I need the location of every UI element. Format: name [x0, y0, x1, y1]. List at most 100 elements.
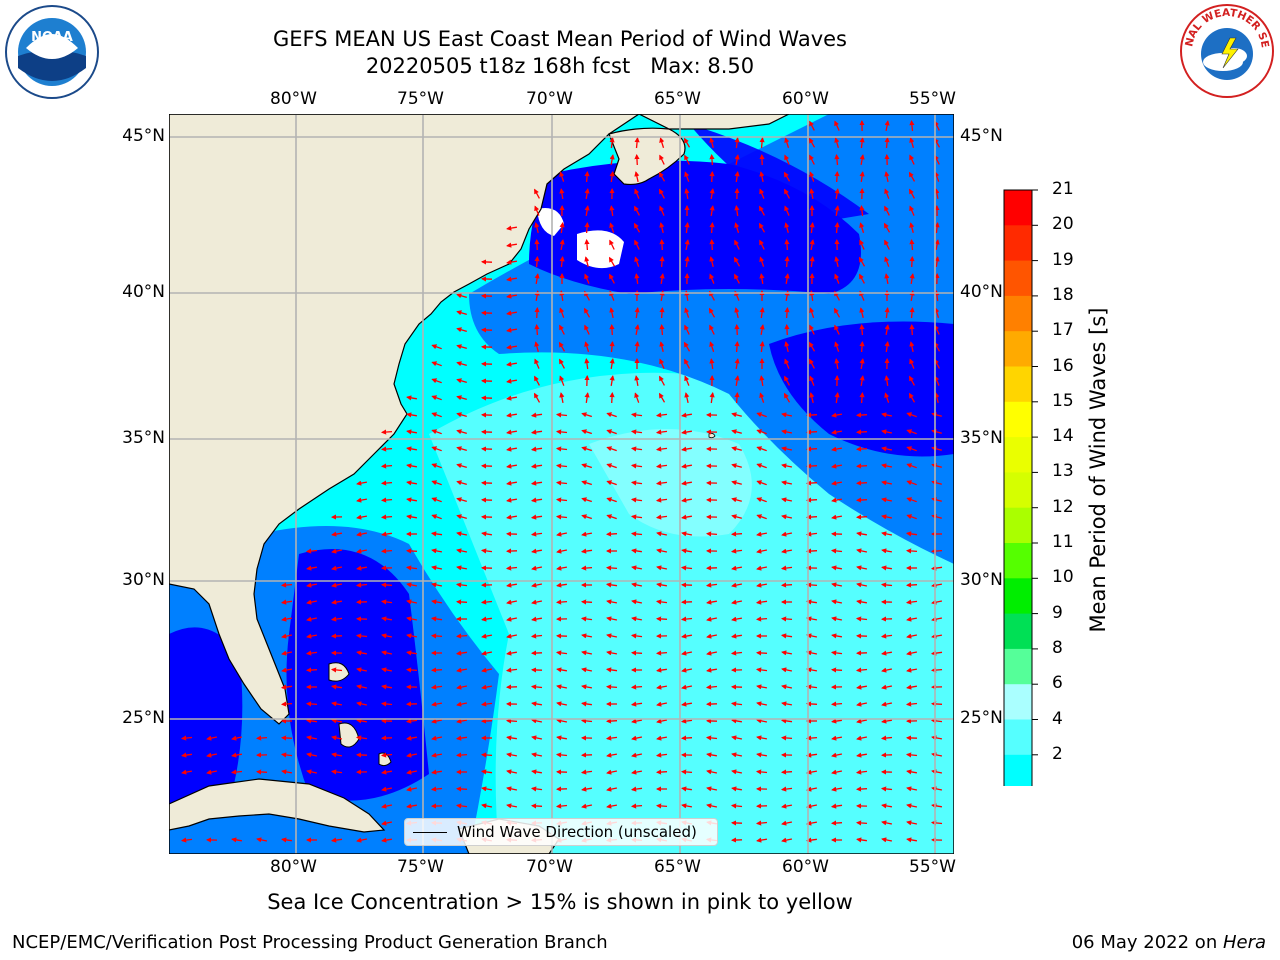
direction-arrow [734, 136, 740, 149]
direction-arrow [880, 735, 893, 741]
direction-arrow [881, 497, 893, 503]
direction-arrow [884, 324, 890, 336]
direction-arrow [231, 837, 243, 843]
direction-arrow [883, 222, 891, 233]
direction-arrow [934, 392, 940, 404]
direction-arrow [581, 684, 593, 690]
direction-arrow [755, 599, 768, 605]
direction-arrow [280, 599, 293, 605]
direction-arrow [281, 837, 292, 843]
direction-arrow [406, 786, 418, 792]
direction-arrow [684, 171, 690, 182]
direction-arrow [380, 446, 393, 452]
direction-arrow [659, 358, 665, 369]
direction-arrow [684, 255, 690, 268]
direction-arrow [884, 136, 890, 149]
direction-arrow [381, 803, 393, 809]
direction-arrow [555, 446, 568, 452]
direction-arrow [506, 242, 518, 248]
direction-arrow [406, 752, 418, 758]
direction-arrow [630, 803, 643, 809]
direction-arrow [506, 463, 518, 469]
direction-arrow [609, 222, 615, 233]
direction-arrow [456, 412, 467, 418]
direction-arrow [581, 446, 592, 452]
direction-arrow [534, 255, 540, 268]
direction-arrow [559, 324, 565, 335]
direction-arrow [709, 137, 715, 148]
direction-arrow [655, 599, 668, 605]
direction-arrow [859, 358, 865, 370]
colorbar-tick-label: 14 [1052, 426, 1074, 447]
noaa-logo-text: NOAA [31, 30, 73, 45]
direction-arrow [584, 170, 590, 183]
direction-arrow [681, 429, 693, 435]
direction-arrow [784, 273, 790, 285]
direction-arrow [506, 378, 518, 384]
lon-label-top: 70°W [526, 89, 573, 109]
direction-arrow [855, 463, 868, 469]
direction-arrow [456, 565, 468, 571]
direction-arrow [756, 497, 767, 503]
direction-arrow [431, 378, 442, 384]
direction-arrow [881, 531, 893, 537]
direction-arrow [709, 238, 715, 251]
direction-arrow [655, 616, 668, 622]
direction-arrow [406, 616, 418, 622]
direction-arrow [531, 599, 543, 605]
direction-arrow [831, 599, 843, 605]
direction-arrow [583, 307, 591, 318]
direction-arrow [759, 392, 765, 403]
direction-arrow [759, 205, 765, 216]
direction-arrow [855, 769, 868, 775]
direction-arrow [480, 752, 493, 758]
direction-arrow [556, 565, 568, 571]
direction-arrow [456, 531, 468, 537]
direction-arrow [530, 633, 543, 639]
direction-arrow [780, 735, 793, 741]
direction-arrow [931, 633, 943, 639]
direction-arrow [559, 239, 565, 251]
lon-label-bottom: 75°W [397, 857, 444, 877]
direction-arrow [530, 803, 543, 809]
direction-arrow [605, 582, 618, 588]
direction-arrow [834, 256, 840, 268]
direction-arrow [506, 633, 518, 639]
direction-arrow [430, 786, 443, 792]
direction-arrow [809, 188, 815, 200]
direction-arrow [734, 340, 740, 353]
colorbar-segment [1004, 225, 1032, 262]
direction-arrow [931, 599, 943, 605]
nodata-patch-2 [577, 230, 624, 269]
direction-arrow [856, 752, 868, 758]
direction-arrow [909, 119, 915, 132]
direction-arrow [559, 221, 565, 234]
direction-arrow [431, 599, 443, 605]
direction-arrow [834, 341, 840, 352]
direction-arrow [884, 375, 890, 386]
direction-arrow [934, 239, 940, 251]
direction-arrow [906, 497, 917, 503]
direction-arrow [606, 752, 618, 758]
direction-arrow [680, 565, 693, 571]
direction-arrow [755, 616, 768, 622]
direction-arrow [684, 358, 690, 369]
colorbar-tick-label: 20 [1052, 214, 1074, 235]
direction-arrow [455, 786, 468, 792]
direction-arrow [405, 718, 418, 724]
colorbar-tick-label: 17 [1052, 320, 1074, 341]
direction-arrow [808, 341, 816, 352]
direction-arrow [759, 306, 765, 319]
direction-arrow [881, 480, 893, 486]
chart-title: GEFS MEAN US East Coast Mean Period of W… [273, 27, 847, 51]
direction-arrow [884, 340, 890, 353]
lat-label-left: 30°N [122, 570, 165, 590]
direction-arrow [658, 392, 666, 403]
direction-arrow [381, 633, 393, 639]
direction-arrow [881, 429, 893, 435]
direction-arrow [831, 718, 842, 724]
direction-arrow [331, 565, 343, 571]
direction-arrow [480, 599, 493, 605]
direction-arrow [559, 375, 565, 386]
direction-arrow [605, 565, 618, 571]
